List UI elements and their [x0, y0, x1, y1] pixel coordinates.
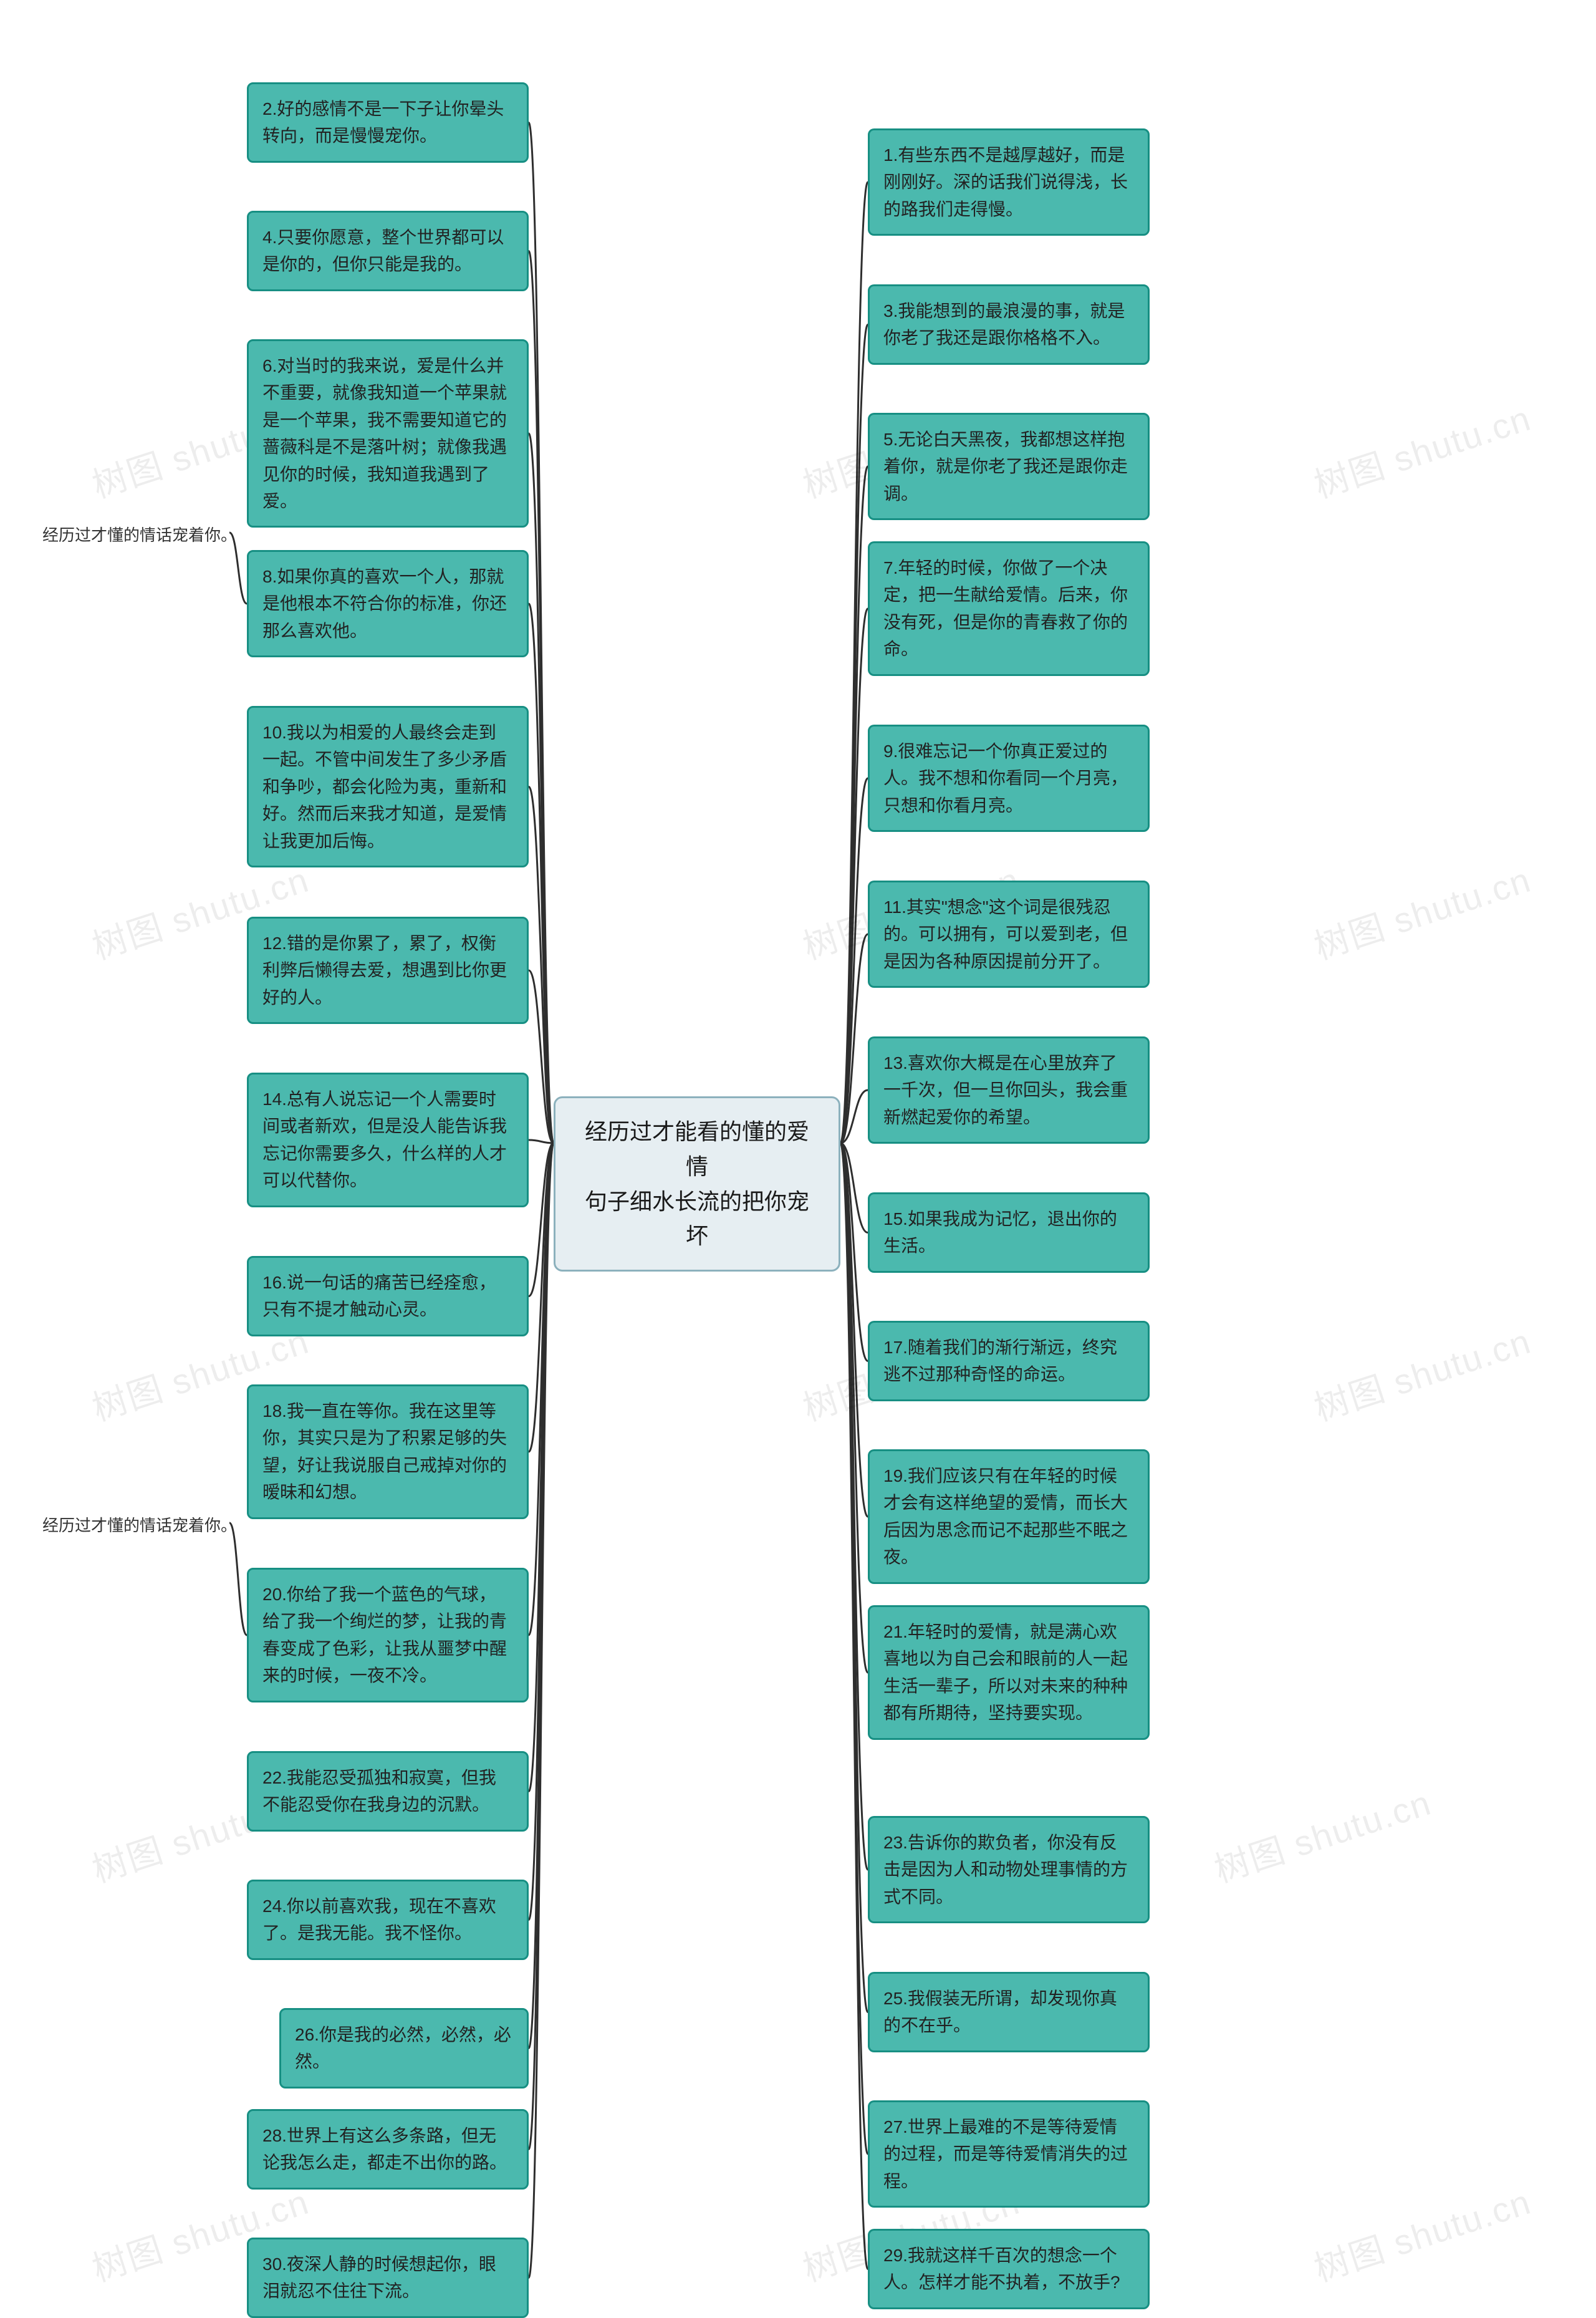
mindmap-node: 27.世界上最难的不是等待爱情的过程，而是等待爱情消失的过程。 — [868, 2100, 1150, 2208]
mindmap-node: 19.我们应该只有在年轻的时候才会有这样绝望的爱情，而长大后因为思念而记不起那些… — [868, 1449, 1150, 1584]
mindmap-node: 25.我假装无所谓，却发现你真的不在乎。 — [868, 1972, 1150, 2052]
center-node: 经历过才能看的懂的爱情句子细水长流的把你宠坏 — [554, 1096, 840, 1272]
mindmap-node: 28.世界上有这么多条路，但无论我怎么走，都走不出你的路。 — [247, 2109, 529, 2190]
mindmap-node: 10.我以为相爱的人最终会走到一起。不管中间发生了多少矛盾和争吵，都会化险为夷，… — [247, 706, 529, 867]
watermark: 树图 shutu.cn — [1307, 390, 1537, 508]
watermark: 树图 shutu.cn — [1307, 1313, 1537, 1431]
watermark: 树图 shutu.cn — [1207, 1775, 1437, 1893]
mindmap-node: 15.如果我成为记忆，退出你的生活。 — [868, 1192, 1150, 1273]
mindmap-node: 30.夜深人静的时候想起你，眼泪就忍不住往下流。 — [247, 2238, 529, 2318]
mindmap-canvas: 树图 shutu.cn 树图 shutu.cn 树图 shutu.cn 树图 shut… — [0, 0, 1596, 2297]
mindmap-node: 1.有些东西不是越厚越好，而是刚刚好。深的话我们说得浅，长的路我们走得慢。 — [868, 128, 1150, 236]
mindmap-node: 8.如果你真的喜欢一个人，那就是他根本不符合你的标准，你还那么喜欢他。 — [247, 550, 529, 657]
mindmap-node: 18.我一直在等你。我在这里等你，其实只是为了积累足够的失望，好让我说服自己戒掉… — [247, 1384, 529, 1519]
mindmap-node: 26.你是我的必然，必然，必然。 — [279, 2008, 529, 2089]
mindmap-node: 11.其实"想念"这个词是很残忍的。可以拥有，可以爱到老，但是因为各种原因提前分… — [868, 881, 1150, 988]
mindmap-node: 24.你以前喜欢我，现在不喜欢了。是我无能。我不怪你。 — [247, 1880, 529, 1960]
mindmap-node: 21.年轻时的爱情，就是满心欢喜地以为自己会和眼前的人一起生活一辈子，所以对未来… — [868, 1605, 1150, 1740]
mindmap-node: 12.错的是你累了，累了，权衡利弊后懒得去爱，想遇到比你更好的人。 — [247, 917, 529, 1024]
mindmap-node: 2.好的感情不是一下子让你晕头转向，而是慢慢宠你。 — [247, 82, 529, 163]
mindmap-node: 9.很难忘记一个你真正爱过的人。我不想和你看同一个月亮，只想和你看月亮。 — [868, 725, 1150, 832]
mindmap-node: 13.喜欢你大概是在心里放弃了一千次，但一旦你回头，我会重新燃起爱你的希望。 — [868, 1036, 1150, 1144]
mindmap-node: 7.年轻的时候，你做了一个决定，把一生献给爱情。后来，你没有死，但是你的青春救了… — [868, 541, 1150, 676]
sub-label: 经历过才懂的情话宠着你。 — [42, 1513, 237, 1536]
mindmap-node: 6.对当时的我来说，爱是什么并不重要，就像我知道一个苹果就是一个苹果，我不需要知… — [247, 339, 529, 528]
mindmap-node: 14.总有人说忘记一个人需要时间或者新欢，但是没人能告诉我忘记你需要多久，什么样… — [247, 1073, 529, 1207]
watermark: 树图 shutu.cn — [1307, 852, 1537, 970]
mindmap-node: 20.你给了我一个蓝色的气球，给了我一个绚烂的梦，让我的青春变成了色彩，让我从噩… — [247, 1568, 529, 1702]
mindmap-node: 3.我能想到的最浪漫的事，就是你老了我还是跟你格格不入。 — [868, 284, 1150, 365]
mindmap-node: 17.随着我们的渐行渐远，终究逃不过那种奇怪的命运。 — [868, 1321, 1150, 1401]
mindmap-node: 4.只要你愿意，整个世界都可以是你的，但你只能是我的。 — [247, 211, 529, 291]
mindmap-node: 29.我就这样千百次的想念一个人。怎样才能不执着，不放手? — [868, 2229, 1150, 2309]
sub-label: 经历过才懂的情话宠着你。 — [42, 523, 237, 546]
mindmap-node: 5.无论白天黑夜，我都想这样抱着你，就是你老了我还是跟你走调。 — [868, 413, 1150, 520]
mindmap-node: 22.我能忍受孤独和寂寞，但我不能忍受你在我身边的沉默。 — [247, 1751, 529, 1832]
watermark: 树图 shutu.cn — [1307, 2174, 1537, 2292]
mindmap-node: 23.告诉你的欺负者，你没有反击是因为人和动物处理事情的方式不同。 — [868, 1816, 1150, 1923]
mindmap-node: 16.说一句话的痛苦已经痊愈，只有不提才触动心灵。 — [247, 1256, 529, 1336]
